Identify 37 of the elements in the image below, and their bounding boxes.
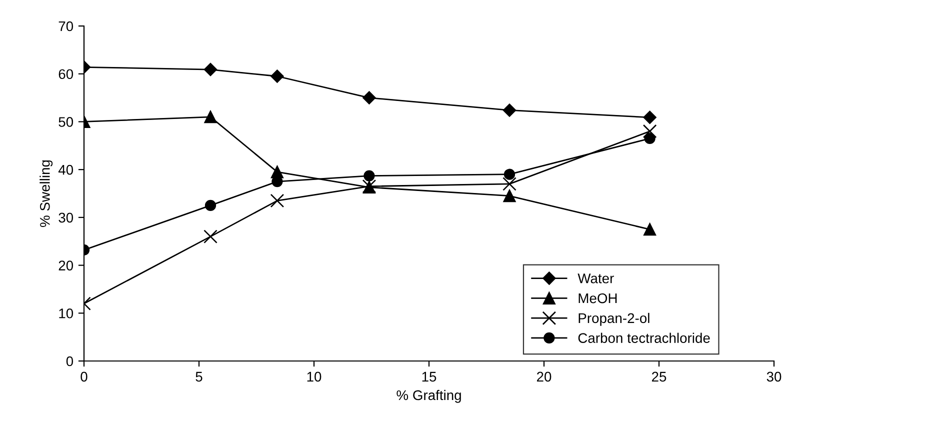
point	[204, 230, 218, 244]
y-tick-label: 20	[58, 260, 74, 270]
y-axis-title: % Swelling	[40, 160, 53, 227]
point	[270, 70, 284, 83]
y-tick-label: 0	[66, 356, 74, 366]
legend-label: Water	[578, 274, 614, 284]
point	[362, 91, 376, 104]
x-tick-label: 25	[652, 372, 666, 382]
x-tick-label: 0	[80, 372, 88, 382]
x-tick-label: 10	[307, 372, 322, 382]
point	[503, 190, 516, 202]
x-axis-title: % Grafting	[396, 390, 461, 403]
y-tick-label: 60	[58, 69, 74, 80]
legend-label: Carbon tectrachloride	[578, 332, 710, 343]
point	[270, 194, 284, 208]
y-tick-label: 30	[58, 212, 74, 223]
point	[502, 176, 516, 191]
point	[642, 124, 657, 138]
point	[364, 170, 375, 182]
point	[643, 110, 656, 124]
x-tick-label: 15	[422, 372, 436, 382]
point	[504, 168, 516, 180]
legend-label: MeOH	[578, 293, 617, 304]
point	[204, 110, 217, 124]
y-tick-label: 40	[58, 164, 74, 175]
y-tick-label: 10	[59, 308, 74, 318]
point	[204, 200, 216, 212]
legend-label: Propan-2-ol	[578, 312, 650, 326]
point	[204, 62, 218, 76]
x-tick-label: 20	[536, 372, 552, 382]
y-tick-label: 70	[58, 21, 74, 32]
y-tick-label: 50	[58, 117, 74, 127]
point	[502, 104, 516, 117]
point	[644, 223, 656, 236]
point	[644, 132, 656, 144]
x-tick-label: 30	[766, 372, 782, 382]
x-tick-label: 5	[196, 372, 202, 382]
